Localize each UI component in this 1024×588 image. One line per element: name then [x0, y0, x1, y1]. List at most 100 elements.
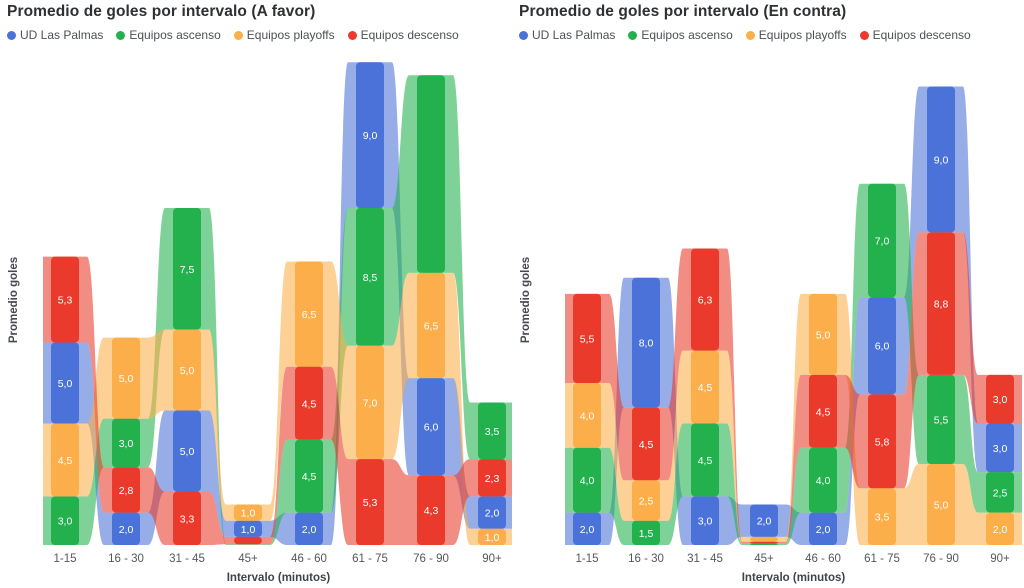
legend-item-ud-las-palmas[interactable]: UD Las Palmas: [519, 28, 615, 42]
segment[interactable]: [927, 464, 955, 545]
value-label: 5,0: [816, 329, 831, 341]
segment[interactable]: [573, 293, 601, 383]
segment[interactable]: [356, 62, 384, 209]
x-tick-label: 16 - 30: [108, 553, 144, 565]
legend-item-equipos-descenso[interactable]: Equipos descenso: [347, 28, 459, 42]
segment[interactable]: [632, 407, 660, 481]
segment[interactable]: [51, 423, 79, 497]
legend-item-equipos-ascenso[interactable]: Equipos ascenso: [628, 28, 733, 42]
segment[interactable]: [691, 423, 719, 497]
y-axis-title: Promedio goles: [520, 257, 532, 343]
value-label: 3,3: [180, 513, 195, 525]
segment[interactable]: [295, 366, 323, 440]
x-tick-label: 90+: [990, 553, 1010, 565]
segment[interactable]: [417, 378, 445, 476]
segment[interactable]: [927, 86, 955, 233]
segment[interactable]: [632, 277, 660, 408]
legend-en-contra: UD Las Palmas Equipos ascenso Equipos pl…: [519, 28, 971, 42]
segment[interactable]: [356, 208, 384, 346]
segment[interactable]: [750, 536, 778, 542]
segment[interactable]: [234, 520, 262, 537]
segment[interactable]: [632, 480, 660, 521]
segment[interactable]: [356, 459, 384, 545]
segment[interactable]: [809, 512, 837, 545]
value-label: 4,0: [580, 410, 595, 422]
value-label: 2,0: [757, 516, 772, 528]
segment[interactable]: [51, 256, 79, 343]
segment[interactable]: [295, 439, 323, 513]
segment[interactable]: [478, 402, 506, 460]
segment[interactable]: [112, 337, 140, 419]
segment[interactable]: [51, 342, 79, 424]
segment[interactable]: [51, 496, 79, 545]
segment[interactable]: [478, 528, 506, 545]
value-label: 2,0: [302, 524, 317, 536]
segment[interactable]: [868, 297, 896, 395]
segment[interactable]: [234, 504, 262, 521]
series-ribbon[interactable]: [565, 293, 1022, 545]
series-ribbon[interactable]: [565, 232, 1022, 544]
segment[interactable]: [750, 541, 778, 544]
segment[interactable]: [173, 329, 201, 411]
segment[interactable]: [573, 383, 601, 448]
series-ribbon[interactable]: [565, 183, 1022, 546]
segment[interactable]: [986, 423, 1014, 473]
segment[interactable]: [573, 447, 601, 513]
series-ribbon[interactable]: [43, 256, 512, 546]
value-label: 8,8: [934, 299, 949, 311]
segment[interactable]: [295, 512, 323, 545]
value-label: 7,0: [875, 235, 890, 247]
segment[interactable]: [112, 418, 140, 468]
segment[interactable]: [173, 410, 201, 492]
segment[interactable]: [417, 75, 445, 273]
segment[interactable]: [234, 536, 262, 545]
segment[interactable]: [868, 488, 896, 545]
segment[interactable]: [986, 374, 1014, 424]
segment[interactable]: [173, 491, 201, 545]
legend-item-label: UD Las Palmas: [532, 28, 616, 42]
segment[interactable]: [868, 394, 896, 489]
value-label: 4,5: [302, 398, 317, 410]
segment[interactable]: [632, 520, 660, 545]
segment[interactable]: [417, 272, 445, 379]
legend-item-label: Equipos ascenso: [641, 28, 733, 42]
series-ribbon[interactable]: [43, 261, 512, 546]
segment[interactable]: [478, 459, 506, 497]
segment[interactable]: [173, 208, 201, 330]
legend-item-label: Equipos playoffs: [246, 28, 335, 42]
segment[interactable]: [112, 512, 140, 545]
segment[interactable]: [478, 496, 506, 529]
chart-canvas-en-contra[interactable]: 2,0 8,0 3,0 2,0 2,0 6,0 9,0 3,0 4,0 1,5 4,5 4,0 7,0 5…: [512, 0, 1024, 588]
segment[interactable]: [809, 374, 837, 448]
segment[interactable]: [417, 475, 445, 545]
series-ribbon[interactable]: [43, 62, 512, 545]
segment[interactable]: [927, 232, 955, 375]
legend-item-ud-las-palmas[interactable]: UD Las Palmas: [7, 28, 103, 42]
series-ribbon[interactable]: [43, 75, 512, 545]
segment[interactable]: [750, 543, 778, 545]
legend-item-equipos-descenso[interactable]: Equipos descenso: [859, 28, 971, 42]
legend-item-equipos-playoffs[interactable]: Equipos playoffs: [745, 28, 847, 42]
segment[interactable]: [750, 504, 778, 537]
segment[interactable]: [691, 496, 719, 545]
segment[interactable]: [809, 447, 837, 513]
segment[interactable]: [573, 512, 601, 545]
segment[interactable]: [927, 374, 955, 464]
segment[interactable]: [986, 512, 1014, 545]
value-label: 3,0: [58, 516, 73, 528]
segment[interactable]: [356, 345, 384, 460]
segment[interactable]: [295, 261, 323, 367]
segment[interactable]: [868, 183, 896, 298]
segment[interactable]: [691, 350, 719, 424]
value-label: 7,5: [180, 264, 195, 276]
legend-item-equipos-playoffs[interactable]: Equipos playoffs: [233, 28, 335, 42]
value-label: 5,0: [180, 446, 195, 458]
segment[interactable]: [112, 467, 140, 513]
chart-canvas-a-favor[interactable]: 5,0 2,0 5,0 1,0 2,0 9,0 6,0 2,0 3,0 3,0 7,5 4,5 8,5 3…: [0, 0, 512, 588]
segment[interactable]: [986, 472, 1014, 513]
segment[interactable]: [809, 293, 837, 375]
legend-item-equipos-ascenso[interactable]: Equipos ascenso: [116, 28, 221, 42]
segment[interactable]: [691, 248, 719, 351]
value-label: 3,5: [485, 426, 500, 438]
chart-panel-a-favor: Promedio de goles por intervalo (A favor…: [0, 0, 512, 588]
